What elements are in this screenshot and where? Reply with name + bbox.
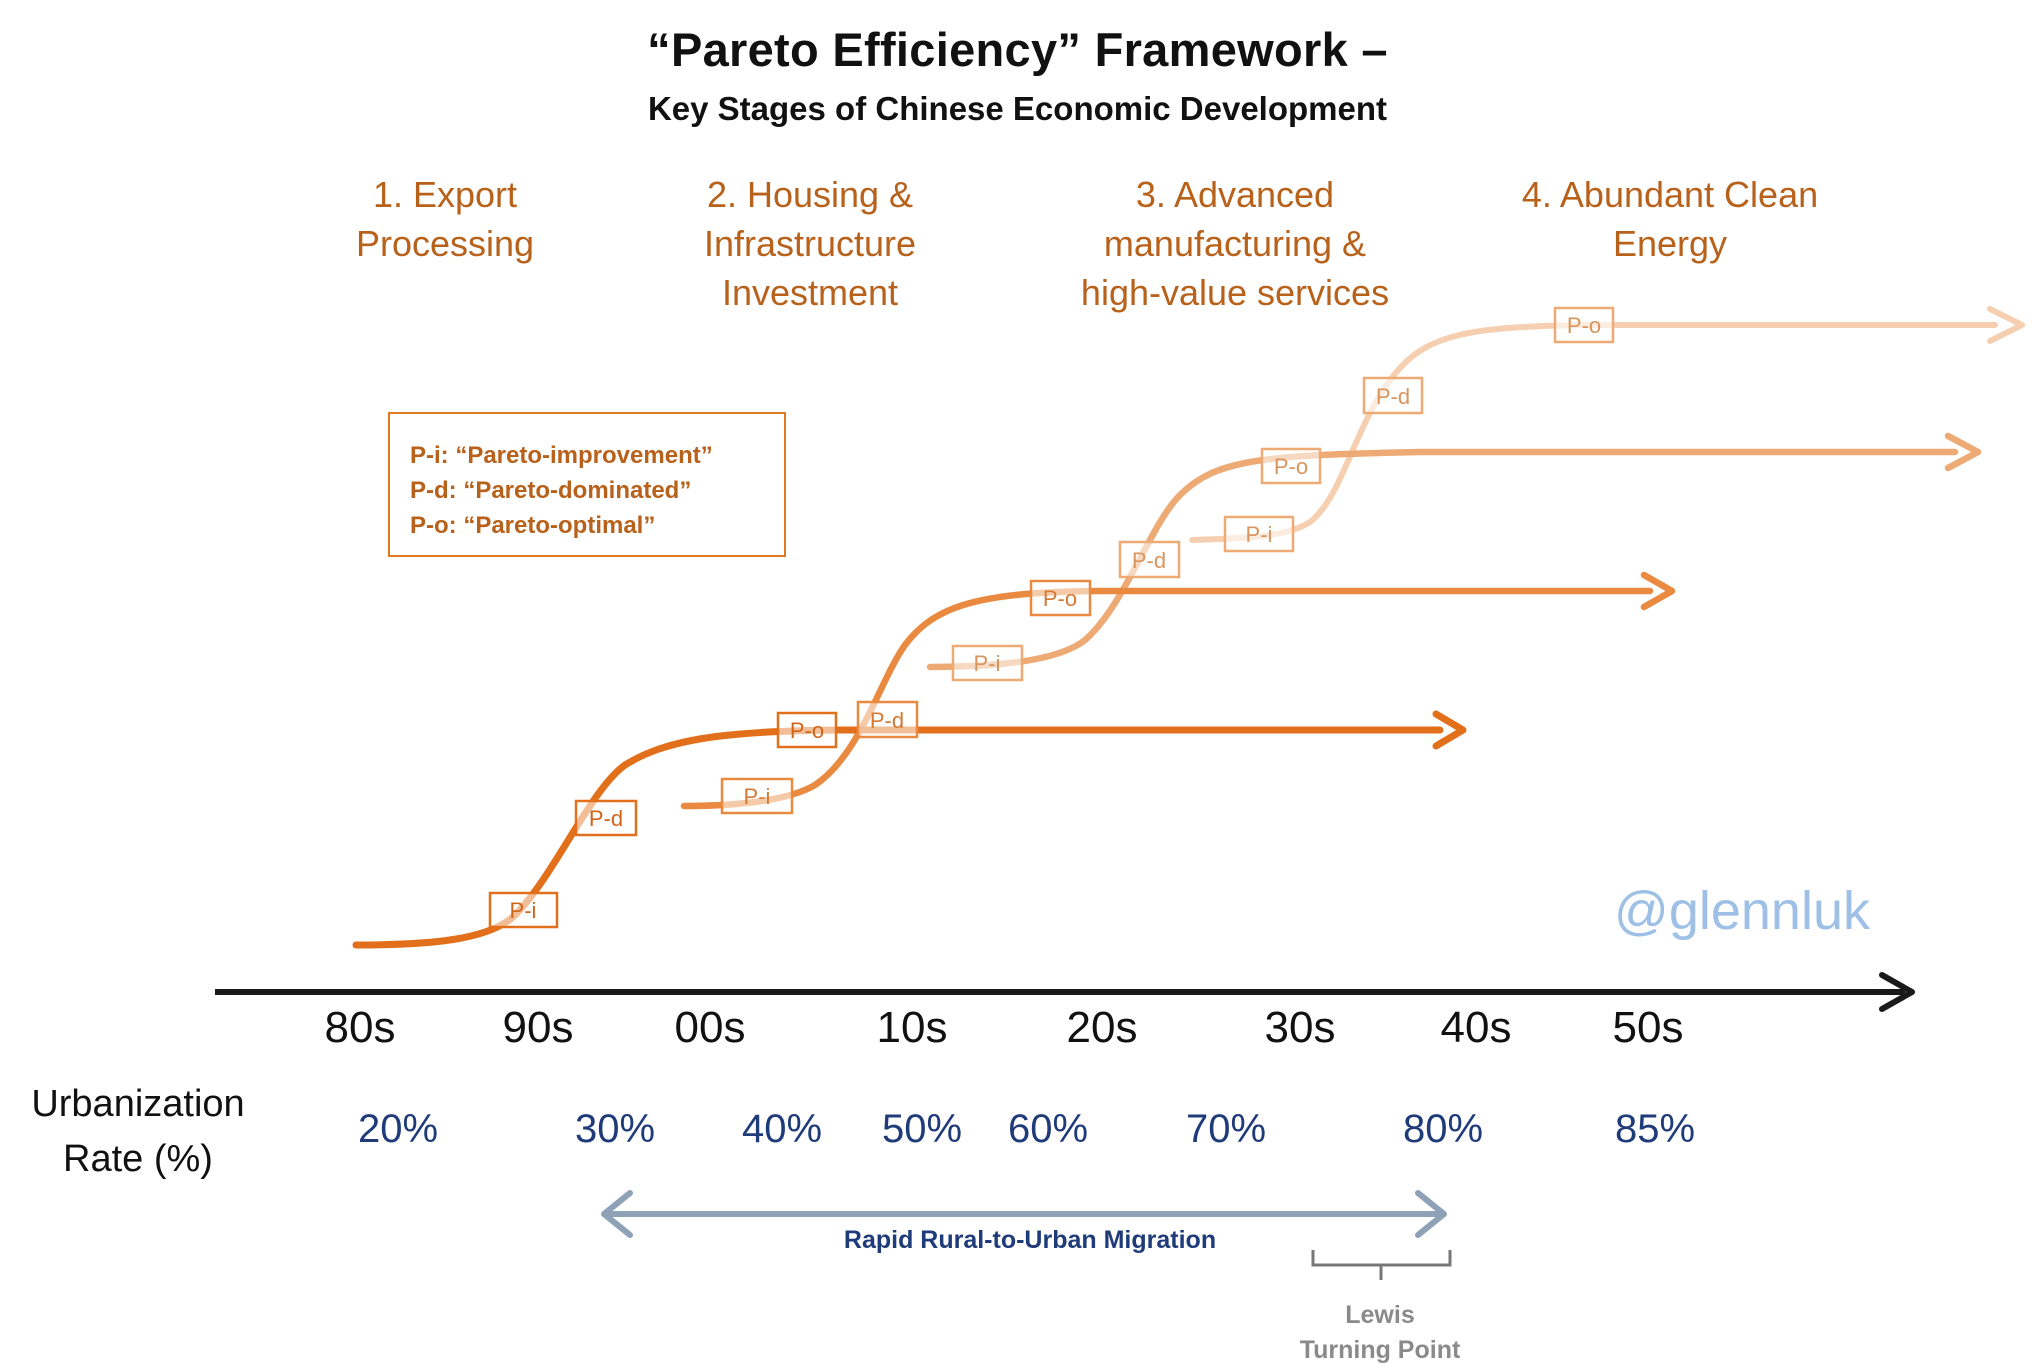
stage-2-line-3: Investment <box>721 272 899 313</box>
curve-stage-4-line <box>1189 322 1998 543</box>
lewis-label-line-1: Lewis <box>1345 1301 1415 1329</box>
urbanization-rate-40: 40% <box>741 1107 823 1151</box>
stage-2-line-2: Infrastructure <box>703 223 917 264</box>
badge-c1-pi <box>488 891 559 929</box>
badge-c1-pi-label: P-i <box>510 898 537 923</box>
badge-c2-po <box>1029 579 1092 617</box>
badge-c4-pi-label: P-i <box>1246 522 1273 547</box>
curve-3-badges <box>951 447 1322 682</box>
urbanization-rate-80: 80% <box>1402 1107 1484 1151</box>
curve-stage-2-line <box>680 587 1654 810</box>
diagram-title: “Pareto Efficiency” Framework – <box>647 23 1388 76</box>
badge-c1-pd-label: P-d <box>589 806 623 831</box>
stage-1-line-1: 1. Export <box>372 174 518 215</box>
badge-c3-pd <box>1118 540 1181 579</box>
urbanization-rate-50: 50% <box>881 1107 963 1151</box>
badge-c3-po <box>1260 447 1322 485</box>
badge-c2-pi-label: P-i <box>744 784 771 809</box>
badge-c3-po-label: P-o <box>1274 454 1308 479</box>
stage-4-line-1: 4. Abundant Clean <box>1521 174 1819 215</box>
migration-arrow-left-head <box>601 1190 633 1238</box>
curve-4-badges <box>1223 306 1615 553</box>
stage-3-line-2: manufacturing & <box>1103 223 1367 264</box>
curve-stage-4-arrowhead <box>1987 306 2025 344</box>
time-axis-arrowhead <box>1879 972 1915 1012</box>
urbanization-rate-85: 85% <box>1614 1107 1696 1151</box>
lewis-bracket-line <box>1311 1250 1452 1280</box>
curve-stage-2 <box>680 571 1676 810</box>
badge-c2-pd <box>856 700 919 739</box>
badge-c4-pd-label: P-d <box>1376 384 1410 409</box>
curve-stage-4 <box>1189 306 2025 543</box>
curve-2-badges <box>720 579 1092 815</box>
stage-4-heading: 4. Abundant Clean Energy <box>1480 170 1860 268</box>
decade-20s: 20s <box>1066 1003 1138 1052</box>
curve-stage-2-arrowhead <box>1640 571 1676 611</box>
badge-c4-po <box>1553 306 1615 344</box>
decade-80s: 80s <box>324 1003 396 1052</box>
badge-c2-pd-label: P-d <box>870 708 904 733</box>
urbanization-rate-60: 60% <box>1007 1107 1089 1151</box>
legend-pareto-dominated: P-d: “Pareto-dominated” <box>410 477 692 504</box>
stage-3-line-1: 3. Advanced <box>1135 174 1335 215</box>
badge-c1-po-label: P-o <box>790 718 824 743</box>
stage-1-heading: 1. Export Processing <box>310 170 580 268</box>
urbanization-label-line-1: Urbanization <box>31 1083 245 1125</box>
urbanization-rate-70: 70% <box>1185 1107 1267 1151</box>
badge-c4-po-label: P-o <box>1567 313 1601 338</box>
badge-c1-po <box>776 711 838 749</box>
lewis-bracket <box>1311 1250 1452 1280</box>
badge-c4-pd <box>1362 376 1424 415</box>
stage-2-heading: 2. Housing & Infrastructure Investment <box>660 170 960 317</box>
badge-c3-pi-label: P-i <box>974 651 1001 676</box>
badge-labels: P-i P-d P-o P-i P-d P-o P-i P-d P-o P-i … <box>510 313 1602 923</box>
stage-3-line-3: high-value services <box>1080 272 1390 313</box>
migration-label: Rapid Rural-to-Urban Migration <box>843 1226 1217 1254</box>
decade-00s: 00s <box>674 1003 746 1052</box>
migration-arrow-right-head <box>1415 1190 1447 1238</box>
decade-10s: 10s <box>876 1003 948 1052</box>
diagram-subtitle: Key Stages of Chinese Economic Developme… <box>647 90 1388 127</box>
lewis-label-line-2: Turning Point <box>1299 1336 1461 1364</box>
migration-arrow <box>601 1190 1447 1238</box>
badge-c4-pi <box>1223 515 1295 553</box>
stage-1-line-2: Processing <box>355 223 535 264</box>
badge-c2-po-label: P-o <box>1043 586 1077 611</box>
decade-30s: 30s <box>1264 1003 1336 1052</box>
lewis-turning-point-label: Lewis Turning Point <box>1280 1298 1480 1368</box>
legend-pareto-optimal: P-o: “Pareto-optimal” <box>410 512 656 539</box>
time-axis <box>215 972 1915 1012</box>
urbanization-rate-30: 30% <box>574 1107 656 1151</box>
badge-c3-pd-label: P-d <box>1132 548 1166 573</box>
urbanization-rate-20: 20% <box>357 1107 439 1151</box>
curve-stage-3-line <box>926 448 1959 671</box>
badge-c3-pi <box>951 644 1024 682</box>
curve-stage-3-arrowhead <box>1944 432 1982 472</box>
stage-4-line-2: Energy <box>1612 223 1728 264</box>
urbanization-label: Urbanization Rate (%) <box>18 1077 258 1187</box>
decade-50s: 50s <box>1612 1003 1684 1052</box>
decade-90s: 90s <box>502 1003 574 1052</box>
badge-c1-pd <box>574 799 638 837</box>
legend-pareto-improvement: P-i: “Pareto-improvement” <box>410 442 713 469</box>
watermark-handle: @glennluk <box>1614 881 1870 941</box>
stage-3-heading: 3. Advanced manufacturing & high-value s… <box>1060 170 1410 317</box>
badge-c2-pi <box>720 777 794 815</box>
curve-1-badges <box>488 711 838 929</box>
stage-2-line-1: 2. Housing & <box>706 174 914 215</box>
legend-box: P-i: “Pareto-improvement” P-d: “Pareto-d… <box>388 412 786 557</box>
curve-stage-3 <box>926 432 1982 671</box>
curve-stage-1-arrowhead <box>1432 710 1467 750</box>
urbanization-label-line-2: Rate (%) <box>63 1138 213 1180</box>
decade-40s: 40s <box>1440 1003 1512 1052</box>
